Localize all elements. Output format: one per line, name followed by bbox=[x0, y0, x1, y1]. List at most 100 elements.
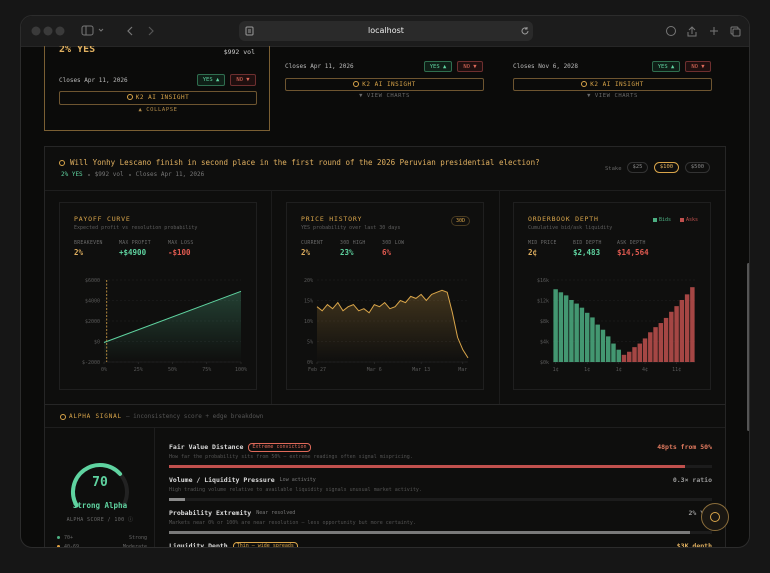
assistant-icon bbox=[710, 512, 720, 522]
range-badge[interactable]: 30D bbox=[451, 216, 470, 226]
stat-label: MID PRICE bbox=[528, 241, 557, 246]
depth-bar bbox=[563, 295, 569, 362]
minimize-button[interactable] bbox=[43, 26, 53, 36]
stat-value: $14,564 bbox=[617, 248, 649, 257]
view-charts-button[interactable]: ▼ VIEW CHARTS bbox=[359, 93, 410, 99]
volume: $992 vol bbox=[223, 48, 255, 56]
alpha-rating: Strong Alpha bbox=[72, 501, 128, 510]
legend-label: Strong bbox=[128, 535, 147, 541]
zoom-button[interactable] bbox=[55, 26, 65, 36]
market-card: Closes Nov 6, 2028 YES ▲ NO ▼ K2 AI INSI… bbox=[512, 46, 726, 131]
close-button[interactable] bbox=[31, 26, 41, 36]
y-tick-label: $4k bbox=[540, 339, 549, 345]
probability: 2% YES bbox=[59, 46, 96, 55]
no-button[interactable]: NO ▼ bbox=[230, 74, 256, 86]
area-fill bbox=[104, 291, 241, 362]
stake-button[interactable]: $100 bbox=[654, 162, 679, 173]
alpha-icon bbox=[60, 414, 66, 420]
download-button[interactable] bbox=[666, 26, 676, 36]
address-bar[interactable]: localhost bbox=[239, 21, 533, 41]
y-tick-label: $12k bbox=[537, 298, 549, 304]
y-tick-label: $-2000 bbox=[82, 360, 100, 366]
y-tick-label: 10% bbox=[304, 319, 313, 325]
insight-button[interactable]: K2 AI INSIGHT bbox=[285, 78, 484, 91]
x-tick-label: 1¢ bbox=[616, 367, 622, 373]
stat-label: BREAKEVEN bbox=[74, 241, 103, 246]
row-header: Liquidity Depth Thin — wide spreads bbox=[169, 541, 298, 547]
share-button[interactable] bbox=[687, 26, 697, 37]
content: 2% YES $992 vol Closes Apr 11, 2026 YES … bbox=[21, 46, 749, 547]
stat-value: 2% bbox=[301, 248, 311, 257]
divider bbox=[45, 404, 725, 405]
depth-bar bbox=[553, 289, 558, 362]
depth-bar bbox=[632, 347, 637, 362]
alpha-header: ALPHA SIGNAL — inconsistency score + edg… bbox=[69, 412, 263, 422]
market-card: Closes Apr 11, 2026 YES ▲ NO ▼ K2 AI INS… bbox=[284, 46, 498, 131]
back-button[interactable] bbox=[127, 26, 133, 36]
stat-value: -$100 bbox=[168, 248, 191, 257]
chart: 20% 15% 10% 5% 0%Feb 27 Mar 6 Mar 13 Mar bbox=[304, 278, 469, 373]
market-panel: Will Yonhy Lescano finish in second plac… bbox=[44, 146, 726, 547]
reload-button[interactable] bbox=[520, 26, 530, 36]
no-button[interactable]: NO ▼ bbox=[457, 61, 483, 72]
row-value: 0.3× ratio bbox=[672, 476, 712, 484]
area-fill bbox=[317, 290, 468, 362]
depth-bar bbox=[637, 343, 643, 362]
insight-button[interactable]: K2 AI INSIGHT bbox=[59, 91, 257, 105]
row-bar-track bbox=[169, 498, 712, 501]
line bbox=[316, 289, 469, 359]
x-tick-label: 11¢ bbox=[672, 367, 681, 373]
row-title: Probability Extremity bbox=[169, 509, 252, 517]
legend-dot bbox=[57, 536, 60, 539]
closes: Closes Apr 11, 2026 bbox=[135, 171, 205, 178]
tabs-button[interactable] bbox=[730, 26, 741, 37]
legend-swatch bbox=[653, 218, 657, 222]
depth-bar bbox=[569, 299, 574, 362]
y-tick-label: $2000 bbox=[85, 319, 100, 325]
depth-bar bbox=[627, 351, 632, 362]
orderbook-card: ORDERBOOK DEPTH Cumulative bid/ask liqui… bbox=[513, 202, 711, 390]
depth-bar bbox=[600, 329, 606, 362]
page-icon bbox=[245, 26, 254, 36]
no-button[interactable]: NO ▼ bbox=[685, 61, 711, 72]
insight-button[interactable]: K2 AI INSIGHT bbox=[513, 78, 712, 91]
depth-bar bbox=[616, 349, 621, 362]
stat-value: 2¢ bbox=[528, 248, 538, 257]
x-tick-label: 1¢ bbox=[584, 367, 590, 373]
divider bbox=[499, 190, 500, 404]
stat-value: 23% bbox=[340, 248, 354, 257]
yes-button[interactable]: YES ▲ bbox=[197, 74, 225, 86]
forward-button[interactable] bbox=[148, 26, 154, 36]
stake-button[interactable]: $25 bbox=[627, 162, 648, 173]
depth-bar bbox=[669, 311, 674, 362]
stake-label: Stake bbox=[605, 166, 622, 172]
x-tick-label: Feb 27 bbox=[308, 367, 326, 373]
yes-button[interactable]: YES ▲ bbox=[424, 61, 452, 72]
y-tick-label: 0% bbox=[307, 360, 313, 366]
yes-button[interactable]: YES ▲ bbox=[652, 61, 680, 72]
stat-value: 6% bbox=[382, 248, 392, 257]
address-text: localhost bbox=[368, 26, 404, 35]
x-tick-label: 25% bbox=[134, 367, 143, 373]
closes: Closes Apr 11, 2026 bbox=[285, 63, 354, 70]
row-tag: Thin — wide spreads bbox=[232, 541, 298, 547]
depth-bar bbox=[648, 332, 653, 362]
row-value: 48pts from 50% bbox=[657, 443, 712, 451]
depth-bar bbox=[621, 354, 627, 362]
y-tick-label: $6000 bbox=[85, 278, 100, 284]
x-tick-label: 1¢ bbox=[553, 367, 559, 373]
alpha-score-label: ALPHA SCORE / 100 ⓘ bbox=[66, 517, 134, 523]
view-charts-button[interactable]: ▼ VIEW CHARTS bbox=[587, 93, 638, 99]
y-tick-label: 20% bbox=[304, 278, 313, 284]
row-title: Volume / Liquidity Pressure bbox=[169, 476, 275, 484]
toolbar-icons bbox=[31, 25, 741, 37]
scrollbar[interactable] bbox=[747, 263, 749, 431]
collapse-button[interactable]: ▲ COLLAPSE bbox=[138, 107, 178, 113]
floating-assistant-button[interactable] bbox=[701, 503, 729, 531]
x-tick-label: 100% bbox=[235, 367, 247, 373]
new-tab-button[interactable] bbox=[710, 27, 718, 35]
stake-button[interactable]: $500 bbox=[685, 162, 710, 173]
row-bar bbox=[169, 531, 691, 534]
sidebar-button[interactable] bbox=[81, 25, 104, 36]
